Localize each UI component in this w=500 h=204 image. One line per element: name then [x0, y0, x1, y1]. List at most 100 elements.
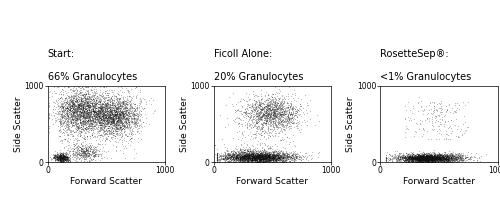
Point: [118, 116, 126, 120]
Point: [230, 159, 238, 162]
Point: [109, 103, 117, 106]
Point: [272, 158, 280, 162]
Point: [282, 95, 290, 98]
Point: [58, 158, 66, 161]
Point: [52, 155, 60, 159]
Point: [91, 116, 99, 119]
Point: [56, 126, 64, 129]
Point: [106, 140, 114, 143]
Point: [274, 101, 281, 104]
Point: [271, 150, 279, 153]
Point: [408, 160, 416, 163]
Point: [77, 123, 85, 126]
Point: [238, 156, 246, 160]
Point: [272, 158, 280, 161]
Point: [234, 154, 241, 158]
Point: [64, 143, 72, 147]
Point: [248, 151, 256, 154]
Point: [451, 155, 459, 158]
Point: [416, 155, 424, 158]
Point: [68, 114, 76, 117]
Point: [254, 160, 262, 163]
Point: [242, 154, 250, 157]
Point: [458, 155, 466, 158]
Point: [278, 156, 286, 159]
Point: [440, 160, 448, 163]
Point: [268, 157, 276, 160]
Point: [263, 155, 271, 159]
Point: [430, 159, 438, 162]
Point: [268, 157, 276, 161]
Point: [90, 87, 98, 90]
Point: [54, 154, 62, 157]
Point: [236, 157, 244, 161]
Point: [414, 154, 422, 157]
Point: [299, 160, 307, 164]
Point: [64, 116, 72, 120]
Point: [430, 155, 438, 159]
Point: [133, 112, 141, 116]
Point: [258, 115, 266, 119]
Point: [92, 111, 100, 114]
Point: [128, 106, 136, 110]
Point: [259, 158, 267, 161]
Point: [252, 156, 260, 160]
Point: [266, 146, 274, 150]
Point: [108, 112, 116, 115]
Point: [442, 160, 450, 163]
Point: [407, 156, 415, 160]
Point: [130, 157, 138, 160]
Point: [388, 159, 396, 162]
Point: [227, 154, 235, 157]
Point: [268, 157, 276, 160]
Point: [77, 96, 85, 99]
Point: [256, 159, 264, 162]
Point: [294, 155, 302, 158]
Point: [411, 155, 419, 158]
Point: [114, 116, 122, 119]
Point: [428, 155, 436, 159]
Point: [256, 151, 264, 155]
Point: [434, 159, 442, 162]
Point: [424, 154, 432, 158]
Point: [280, 151, 288, 154]
Point: [126, 124, 134, 128]
Point: [64, 112, 72, 115]
Point: [411, 156, 419, 159]
Point: [106, 111, 114, 114]
Point: [258, 155, 266, 158]
Point: [430, 154, 438, 157]
Point: [454, 159, 462, 162]
Point: [92, 115, 100, 118]
Point: [412, 159, 420, 163]
Point: [266, 156, 274, 160]
Point: [236, 152, 244, 155]
Point: [281, 107, 289, 111]
Point: [282, 155, 290, 158]
Point: [430, 156, 438, 159]
Point: [278, 125, 286, 128]
Point: [82, 106, 90, 110]
Point: [87, 113, 95, 116]
Point: [414, 156, 422, 159]
Point: [68, 118, 76, 121]
Point: [255, 154, 263, 157]
Point: [420, 151, 428, 155]
Point: [428, 152, 436, 155]
Point: [240, 111, 248, 114]
Point: [231, 155, 239, 158]
Point: [58, 118, 66, 121]
Point: [424, 156, 432, 159]
Point: [240, 110, 248, 113]
Point: [88, 108, 96, 111]
Point: [244, 114, 252, 117]
Point: [424, 156, 432, 159]
Point: [278, 113, 286, 116]
Point: [246, 155, 254, 158]
Point: [264, 135, 272, 139]
Point: [60, 155, 68, 159]
Point: [436, 160, 444, 164]
Point: [253, 149, 261, 152]
Point: [266, 108, 274, 111]
Point: [126, 119, 134, 122]
